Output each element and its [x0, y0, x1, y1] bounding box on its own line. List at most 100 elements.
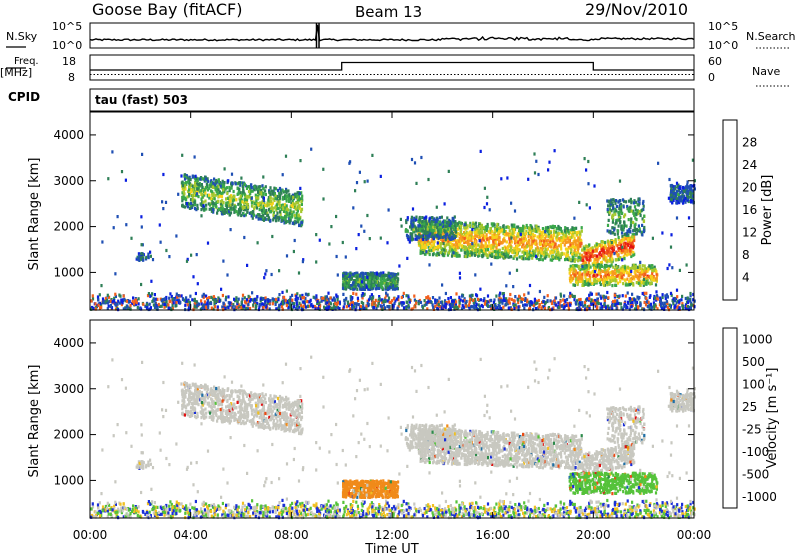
range-cell	[228, 195, 231, 199]
range-cell	[596, 246, 599, 250]
range-cell	[546, 225, 550, 230]
range-cell	[423, 240, 427, 245]
range-cell	[449, 240, 452, 245]
range-cell	[552, 255, 555, 259]
range-cell	[572, 252, 576, 256]
range-cell	[614, 283, 617, 287]
range-cell	[345, 305, 348, 309]
range-cell	[431, 244, 434, 248]
range-cell	[420, 237, 423, 241]
range-cell	[614, 271, 617, 276]
range-cell	[394, 284, 397, 288]
range-cell	[228, 185, 231, 190]
range-cell	[524, 257, 527, 261]
range-cell	[384, 286, 388, 290]
range-cell	[608, 211, 611, 215]
range-cell	[446, 253, 450, 257]
range-cell	[240, 196, 243, 200]
range-cell	[618, 206, 621, 210]
range-cell	[524, 244, 527, 248]
range-cell	[499, 226, 502, 230]
range-cell	[634, 222, 637, 226]
range-cell	[426, 227, 429, 231]
range-cell	[455, 252, 458, 256]
range-cell	[460, 233, 463, 237]
range-cell	[528, 226, 531, 230]
range-cell	[214, 187, 217, 192]
range-cell	[584, 265, 587, 270]
range-cell	[691, 189, 694, 193]
range-cell	[580, 226, 583, 230]
range-cell	[563, 229, 566, 233]
range-cell	[627, 273, 630, 277]
range-cell	[575, 239, 578, 243]
range-cell	[458, 304, 461, 308]
range-cell	[625, 224, 628, 228]
range-cell	[591, 246, 594, 250]
range-cell	[181, 184, 185, 188]
range-cell	[490, 244, 493, 248]
range-cell	[184, 196, 187, 200]
range-cell	[453, 253, 456, 258]
range-cell	[225, 206, 228, 210]
range-cell	[643, 225, 646, 230]
range-cell	[240, 181, 243, 185]
range-cell	[580, 280, 583, 284]
range-cell	[587, 261, 590, 265]
range-cell	[300, 202, 303, 206]
range-cell	[580, 229, 583, 233]
range-cell	[361, 287, 364, 291]
range-cell	[371, 275, 374, 279]
range-cell	[569, 243, 572, 247]
range-cell	[211, 193, 214, 198]
range-cell	[272, 210, 275, 214]
range-cell	[230, 186, 233, 190]
range-cell	[565, 254, 568, 258]
range-cell	[496, 225, 499, 229]
range-cell	[255, 199, 258, 203]
range-cell	[246, 195, 249, 200]
range-cell	[405, 294, 408, 298]
range-cell	[448, 249, 451, 253]
range-cell	[509, 232, 512, 236]
range-cell	[355, 278, 358, 282]
range-cell	[560, 247, 563, 251]
range-cell	[535, 256, 538, 260]
range-cell	[404, 228, 407, 232]
range-cell	[185, 175, 188, 179]
range-cell	[419, 247, 423, 251]
range-cell	[215, 204, 218, 209]
range-cell	[549, 258, 552, 262]
range-cell	[604, 258, 607, 262]
range-cell	[604, 271, 607, 275]
range-cell	[425, 232, 428, 236]
range-cell	[535, 239, 538, 243]
range-cell	[523, 253, 526, 257]
range-cell	[230, 194, 233, 198]
range-cell	[295, 201, 298, 205]
range-cell	[444, 233, 447, 237]
range-cell	[276, 200, 279, 204]
range-cell	[274, 196, 277, 200]
range-cell	[229, 199, 232, 203]
range-cell	[505, 240, 508, 244]
range-cell	[285, 196, 288, 200]
range-cell	[250, 189, 253, 193]
range-cell	[583, 251, 586, 255]
range-cell	[395, 275, 398, 280]
range-cell	[471, 230, 474, 234]
range-cell	[362, 285, 365, 290]
range-cell	[480, 223, 483, 227]
range-cell	[451, 224, 454, 229]
range-cell	[553, 225, 556, 229]
range-cell	[633, 205, 637, 209]
range-cell	[524, 226, 527, 230]
range-cell	[257, 203, 260, 207]
range-cell	[215, 189, 218, 193]
range-cell	[486, 294, 490, 298]
range-cell	[613, 240, 616, 244]
range-cell	[528, 250, 531, 254]
range-cell	[615, 221, 618, 225]
range-cell	[246, 205, 250, 209]
range-cell	[269, 192, 272, 196]
